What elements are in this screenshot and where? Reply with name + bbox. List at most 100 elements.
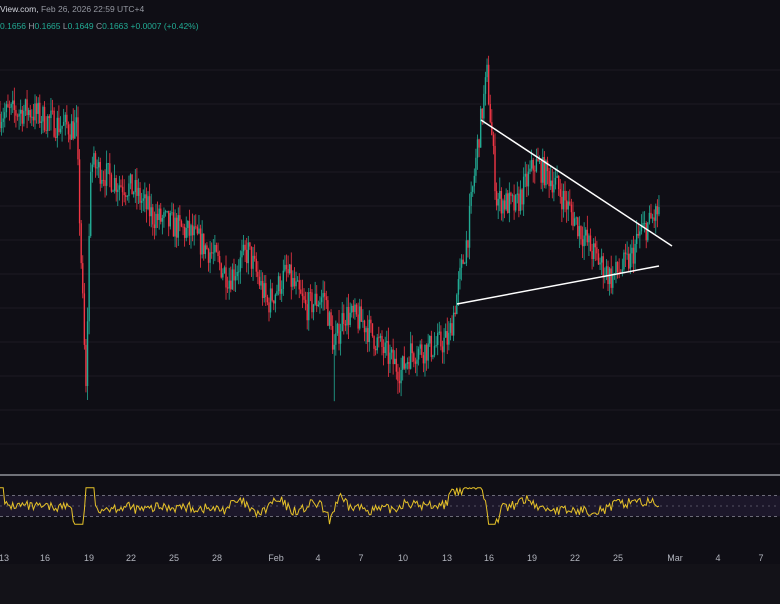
candle-body xyxy=(139,187,141,203)
candle-body xyxy=(386,341,388,343)
candle-body xyxy=(336,323,339,334)
candle-body xyxy=(273,300,275,304)
candle-body xyxy=(172,212,175,237)
candle-body xyxy=(333,344,335,350)
candle-body xyxy=(121,186,124,193)
candle-body xyxy=(398,380,401,384)
candle-body xyxy=(618,272,620,273)
candle-body xyxy=(347,306,350,325)
candle-body xyxy=(543,156,546,186)
candle-body xyxy=(32,116,35,121)
candle-body xyxy=(346,306,348,326)
candle-body xyxy=(161,218,164,222)
candle-body xyxy=(94,153,97,169)
candle-body xyxy=(392,349,394,365)
candle-body xyxy=(50,110,52,119)
candle-body xyxy=(452,312,455,336)
candle-body xyxy=(331,326,334,350)
candle-body xyxy=(163,212,165,219)
candle-body xyxy=(110,174,113,192)
candle-body xyxy=(317,304,320,307)
candle-body xyxy=(195,226,197,228)
x-tick-label: 22 xyxy=(570,553,580,563)
candle-body xyxy=(416,359,418,364)
candle-body xyxy=(446,331,448,345)
candle-body xyxy=(325,296,327,301)
candle-body xyxy=(21,109,23,124)
candle-body xyxy=(265,283,267,298)
candle-body xyxy=(534,170,536,172)
candle-body xyxy=(153,224,156,229)
candle-body xyxy=(430,335,433,358)
candle-body xyxy=(145,194,148,210)
candle-body xyxy=(460,259,463,268)
upper-trendline xyxy=(480,119,673,247)
candle-body xyxy=(464,263,466,265)
candle-body xyxy=(327,300,329,326)
candle-body xyxy=(80,223,82,264)
candle-body xyxy=(241,251,243,258)
candle-body xyxy=(494,145,496,192)
candle-body xyxy=(454,312,456,315)
candle-body xyxy=(613,273,616,274)
price-chart[interactable]: 13 16 19 22 25 28 Feb 4 7 10 13 16 19 22 25 Mar 4 7 xyxy=(0,0,780,564)
candle-body xyxy=(285,264,288,270)
candle-body xyxy=(365,328,367,333)
change-value: +0.0007 (+0.42%) xyxy=(130,21,199,31)
candle-body xyxy=(569,201,571,205)
candle-body xyxy=(72,121,74,139)
candle-body xyxy=(623,252,625,270)
candle-body xyxy=(88,235,90,322)
chart-grid xyxy=(0,69,780,445)
candle-body xyxy=(328,312,331,326)
candle-body xyxy=(645,222,647,241)
candle-body xyxy=(319,302,321,305)
candle-body xyxy=(320,297,323,303)
candle-body xyxy=(585,229,587,236)
candle-body xyxy=(473,175,476,187)
candle-body xyxy=(406,361,409,365)
candle-body xyxy=(263,283,265,298)
candle-body xyxy=(465,240,468,264)
candle-body xyxy=(591,250,593,259)
x-tick-label: 19 xyxy=(84,553,94,563)
candle-body xyxy=(640,226,643,232)
candle-body xyxy=(115,177,117,193)
lower-trendline xyxy=(456,265,660,305)
candle-body xyxy=(481,108,483,119)
candle-body xyxy=(370,319,372,324)
candle-body xyxy=(635,233,638,244)
candle-body xyxy=(312,304,315,313)
candle-body xyxy=(253,255,256,259)
candle-body xyxy=(226,287,229,289)
candle-body xyxy=(387,341,390,364)
candle-body xyxy=(284,264,286,271)
candle-body xyxy=(48,116,51,119)
x-tick-label: Feb xyxy=(268,553,284,563)
candle-body xyxy=(212,252,214,254)
candle-body xyxy=(104,180,106,186)
candle-body xyxy=(639,231,641,236)
candle-body xyxy=(296,280,299,282)
candle-body xyxy=(210,252,213,254)
candle-body xyxy=(608,268,611,285)
x-tick-label: 25 xyxy=(613,553,623,563)
candle-body xyxy=(311,292,313,313)
candle-body xyxy=(459,267,461,280)
candle-body xyxy=(218,256,221,264)
candle-body xyxy=(492,135,495,146)
candle-body xyxy=(96,167,98,169)
candle-body xyxy=(621,269,624,273)
x-tick-label: Mar xyxy=(667,553,683,563)
candle-body xyxy=(440,331,442,347)
candle-body xyxy=(651,217,654,219)
candle-body xyxy=(112,190,114,192)
candle-body xyxy=(257,271,259,277)
candle-body xyxy=(513,195,515,211)
candle-body xyxy=(631,247,633,254)
candle-body xyxy=(214,245,216,253)
x-tick-label: 16 xyxy=(484,553,494,563)
candle-body xyxy=(247,242,249,264)
candle-body xyxy=(316,293,318,307)
candle-body xyxy=(559,189,561,197)
